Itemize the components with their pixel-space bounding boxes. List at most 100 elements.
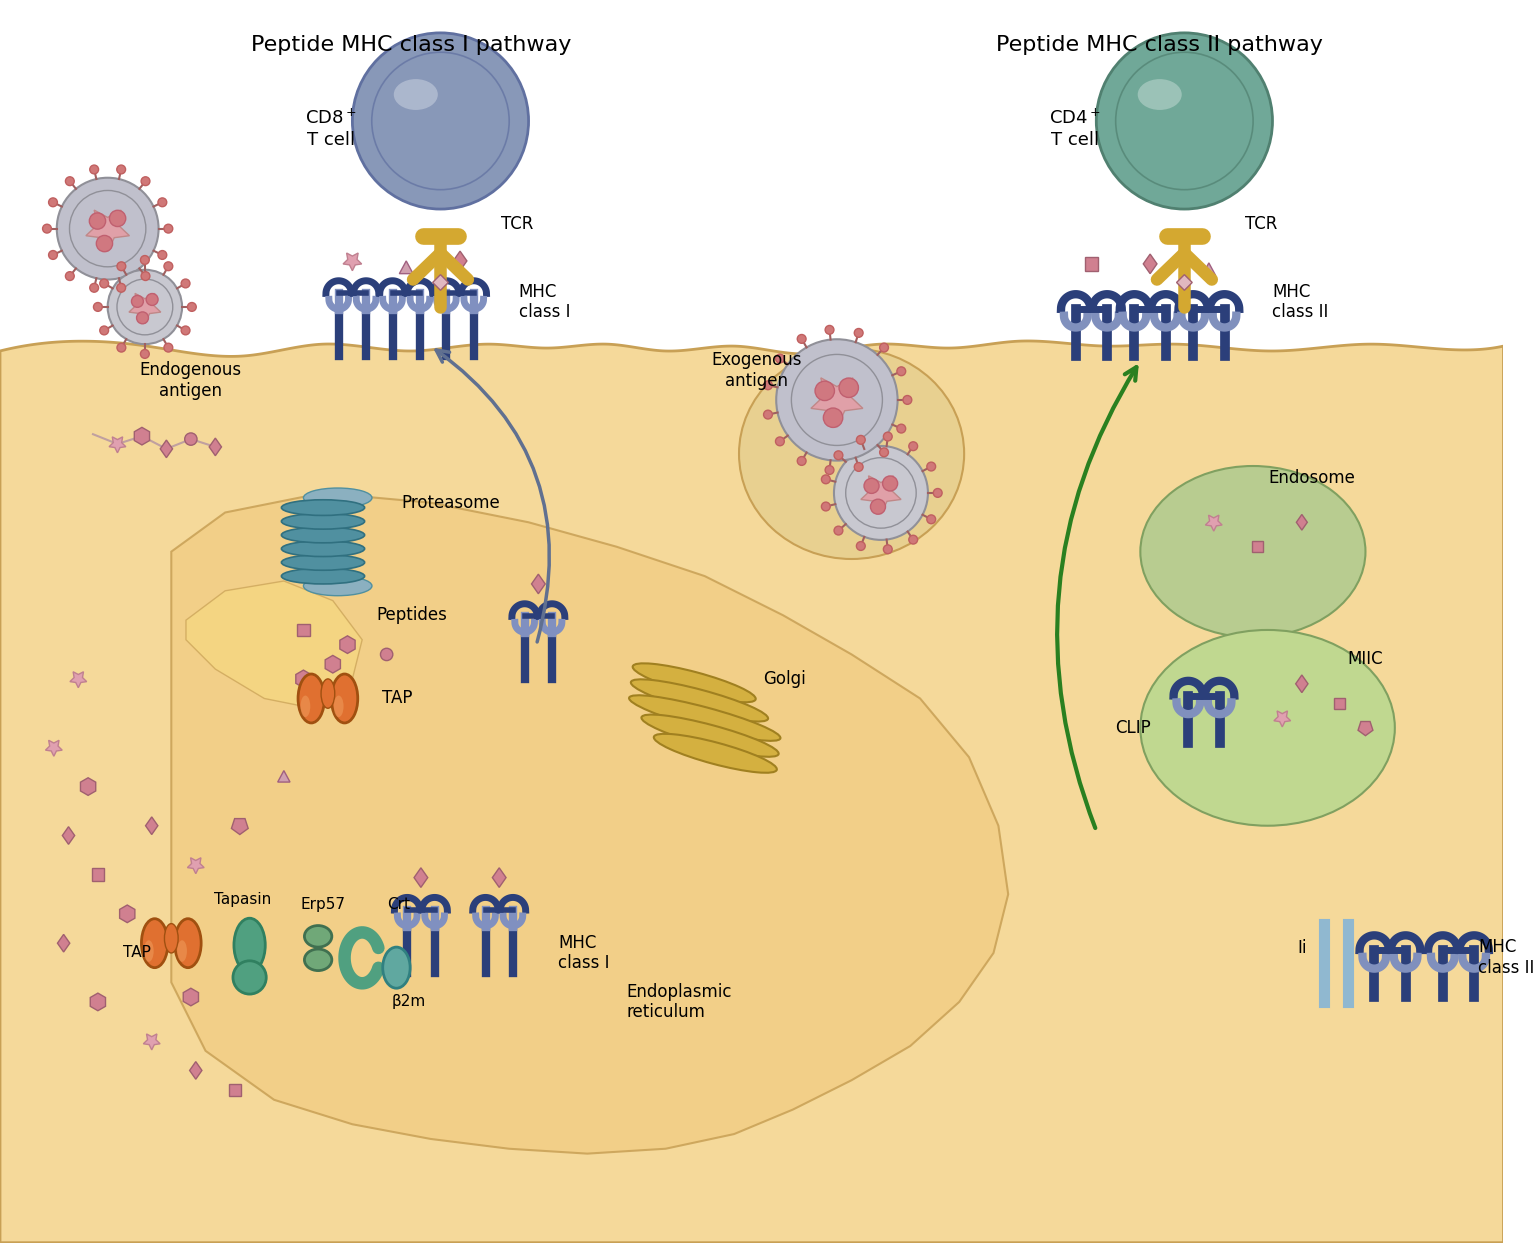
Ellipse shape	[739, 349, 965, 559]
Ellipse shape	[177, 941, 187, 962]
Circle shape	[834, 446, 928, 540]
Circle shape	[100, 279, 109, 288]
Polygon shape	[326, 656, 341, 673]
Ellipse shape	[304, 950, 332, 971]
Circle shape	[49, 250, 57, 260]
Polygon shape	[46, 740, 63, 756]
Text: CD8$^+$
T cell: CD8$^+$ T cell	[306, 109, 356, 149]
Circle shape	[857, 541, 865, 550]
Polygon shape	[189, 1061, 201, 1079]
Circle shape	[158, 250, 167, 260]
Polygon shape	[399, 261, 413, 274]
Ellipse shape	[1140, 466, 1366, 637]
Polygon shape	[187, 858, 204, 874]
Ellipse shape	[304, 577, 372, 595]
Circle shape	[839, 378, 859, 397]
Polygon shape	[415, 868, 427, 888]
Circle shape	[43, 225, 51, 234]
Circle shape	[146, 294, 158, 305]
Polygon shape	[91, 993, 106, 1011]
Polygon shape	[0, 340, 1504, 1242]
Circle shape	[897, 367, 906, 376]
Polygon shape	[433, 275, 449, 290]
Polygon shape	[493, 868, 505, 888]
Circle shape	[865, 479, 879, 494]
Circle shape	[158, 198, 167, 207]
Circle shape	[137, 311, 149, 324]
Text: Erp57: Erp57	[301, 897, 346, 912]
Ellipse shape	[631, 679, 768, 721]
Ellipse shape	[281, 514, 364, 529]
Polygon shape	[811, 378, 863, 427]
Ellipse shape	[633, 663, 756, 702]
Circle shape	[66, 177, 74, 186]
Polygon shape	[146, 816, 158, 834]
Circle shape	[880, 343, 888, 352]
Text: TCR: TCR	[501, 215, 533, 232]
Ellipse shape	[630, 696, 780, 741]
Circle shape	[164, 225, 172, 234]
Ellipse shape	[321, 679, 335, 708]
Circle shape	[880, 448, 888, 457]
Bar	[298, 624, 310, 636]
Circle shape	[108, 270, 183, 344]
Polygon shape	[1296, 674, 1309, 692]
Polygon shape	[278, 771, 290, 782]
Ellipse shape	[1140, 631, 1395, 825]
Circle shape	[140, 255, 149, 264]
Text: CLIP: CLIP	[1115, 718, 1152, 737]
Circle shape	[181, 327, 190, 335]
Ellipse shape	[144, 941, 154, 962]
Text: CD4$^+$
T cell: CD4$^+$ T cell	[1049, 109, 1101, 149]
Text: Peptides: Peptides	[376, 607, 447, 624]
Circle shape	[1097, 33, 1272, 208]
Text: Endogenous
antigen: Endogenous antigen	[140, 360, 243, 399]
Circle shape	[797, 457, 806, 466]
Bar	[1084, 257, 1098, 271]
Circle shape	[854, 329, 863, 338]
Circle shape	[797, 334, 806, 343]
Text: MHC
class I: MHC class I	[519, 283, 570, 322]
Circle shape	[141, 177, 151, 186]
Polygon shape	[160, 440, 172, 457]
Ellipse shape	[281, 528, 364, 543]
Circle shape	[763, 411, 773, 420]
Polygon shape	[134, 427, 149, 445]
Text: β2m: β2m	[392, 995, 427, 1010]
Ellipse shape	[301, 696, 310, 717]
Ellipse shape	[654, 734, 777, 772]
Circle shape	[49, 198, 57, 207]
Polygon shape	[143, 1034, 160, 1050]
Polygon shape	[109, 437, 126, 453]
Circle shape	[89, 165, 98, 173]
Bar	[229, 1084, 241, 1096]
Circle shape	[117, 165, 126, 173]
Circle shape	[164, 261, 172, 270]
Ellipse shape	[281, 568, 364, 584]
Polygon shape	[1143, 254, 1157, 274]
Polygon shape	[1296, 515, 1307, 530]
Text: Peptide MHC class I pathway: Peptide MHC class I pathway	[250, 35, 571, 55]
Polygon shape	[63, 826, 75, 844]
Ellipse shape	[382, 947, 410, 988]
Ellipse shape	[281, 555, 364, 570]
Text: Ii: Ii	[1296, 939, 1307, 957]
Text: Crt: Crt	[387, 897, 410, 912]
Polygon shape	[860, 476, 902, 514]
Circle shape	[233, 961, 266, 993]
Polygon shape	[1203, 263, 1215, 275]
Circle shape	[897, 425, 906, 433]
Ellipse shape	[298, 674, 324, 723]
Polygon shape	[129, 294, 161, 324]
Circle shape	[141, 271, 151, 280]
Circle shape	[117, 284, 126, 293]
Polygon shape	[1177, 275, 1192, 290]
Circle shape	[825, 466, 834, 475]
Circle shape	[381, 648, 393, 661]
Ellipse shape	[333, 696, 344, 717]
Circle shape	[883, 432, 892, 441]
Bar	[92, 868, 104, 880]
Polygon shape	[71, 672, 86, 688]
Text: Peptide MHC class II pathway: Peptide MHC class II pathway	[997, 35, 1324, 55]
Circle shape	[909, 442, 917, 451]
